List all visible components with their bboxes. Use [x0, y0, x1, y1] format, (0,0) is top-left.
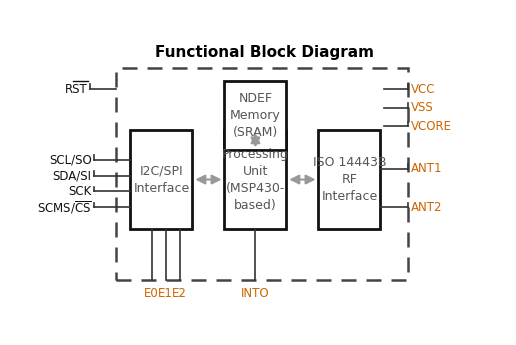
Text: Functional Block Diagram: Functional Block Diagram	[155, 45, 374, 60]
Text: VSS: VSS	[411, 101, 434, 114]
Bar	[224, 81, 286, 150]
Text: E0: E0	[144, 287, 159, 300]
Text: RST: RST	[65, 83, 88, 96]
Bar	[131, 130, 192, 229]
Bar	[224, 130, 286, 229]
Text: SCL/SO: SCL/SO	[49, 153, 92, 166]
Text: ISO 14443B
RF
Interface: ISO 14443B RF Interface	[313, 156, 386, 203]
Text: E1: E1	[158, 287, 173, 300]
Text: SCMS/$\overline{\rm CS}$: SCMS/$\overline{\rm CS}$	[37, 199, 92, 216]
Text: ANT2: ANT2	[411, 201, 443, 214]
Text: VCORE: VCORE	[411, 120, 452, 133]
Text: Processing
Unit
(MSP430-
based): Processing Unit (MSP430- based)	[222, 148, 289, 211]
Text: ANT1: ANT1	[411, 162, 443, 175]
Text: SCK: SCK	[69, 185, 92, 198]
Text: INTO: INTO	[241, 287, 269, 300]
Bar	[318, 130, 380, 229]
Bar	[117, 68, 409, 280]
Text: E2: E2	[172, 287, 187, 300]
Text: SDA/SI: SDA/SI	[53, 169, 92, 182]
Text: VCC: VCC	[411, 83, 436, 96]
Text: NDEF
Memory
(SRAM): NDEF Memory (SRAM)	[230, 92, 281, 139]
Text: I2C/SPI
Interface: I2C/SPI Interface	[133, 165, 189, 195]
